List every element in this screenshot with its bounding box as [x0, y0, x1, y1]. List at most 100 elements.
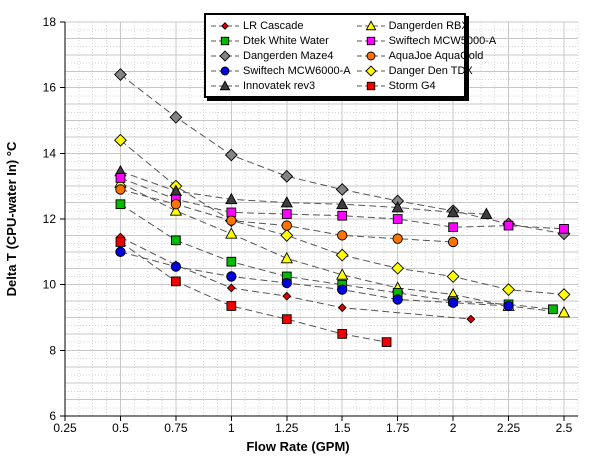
marker-storm-g4 [381, 337, 392, 347]
marker-storm-g4 [337, 329, 348, 339]
marker-storm-g4 [226, 301, 237, 311]
legend-marker-dtek-white-water [220, 36, 230, 45]
legend-item-danger-den-tdx: Danger Den TDX [356, 63, 497, 78]
legend-label: Dangerden RBX [388, 19, 469, 32]
marker-swiftech-mcw6000-a [115, 246, 126, 257]
marker-dangerden-maze4 [169, 110, 183, 124]
marker-swiftech-mcw6000-a [170, 261, 182, 272]
y-tick-label: 12 [43, 212, 57, 226]
legend-marker-danger-den-tdx [365, 64, 377, 77]
legend-item-innovatek-rev3: Innovatek rev3 [211, 78, 351, 93]
series-plot [114, 68, 571, 347]
marker-danger-den-tdx [446, 270, 460, 283]
marker-swiftech-mcw6000-a [337, 284, 348, 295]
legend-item-dtek-white-water: Dtek White Water [211, 33, 351, 48]
marker-innovatek-rev3 [480, 207, 493, 219]
legend-item-storm-g4: Storm G4 [356, 78, 497, 93]
series-line-lr-cascade [120, 236, 471, 320]
x-axis-title: Flow Rate (GPM) [246, 439, 349, 454]
legend-marker-swiftech-mcw5000-a [366, 36, 375, 45]
legend-label: AquaJoe AquaGold [388, 49, 484, 62]
x-tick-label: 2.25 [497, 421, 521, 435]
marker-aquajoe-aquagold [447, 236, 459, 248]
marker-dangerden-maze4 [335, 183, 349, 196]
x-tick-label: 1 [228, 421, 235, 435]
legend-item-dangerden-maze4: Dangerden Maze4 [211, 48, 351, 63]
legend-label: Innovatek rev3 [243, 79, 316, 92]
marker-swiftech-mcw6000-a [503, 300, 514, 312]
marker-swiftech-mcw5000-a [392, 214, 403, 224]
series-aquajoe-aquagold [115, 184, 459, 248]
legend-label: Swiftech MCW5000-A [388, 34, 497, 47]
marker-lr-cascade [226, 283, 236, 293]
marker-dangerden-rbx [557, 306, 571, 318]
marker-dangerden-rbx [336, 268, 349, 280]
marker-swiftech-mcw5000-a [448, 222, 458, 233]
y-tick-label: 8 [49, 343, 56, 357]
marker-aquajoe-aquagold [281, 220, 292, 231]
marker-swiftech-mcw5000-a [115, 173, 126, 183]
swiftech-mcw5000-a-marker-icon [356, 36, 385, 45]
legend-label: LR Cascade [243, 19, 304, 32]
series-line-dangerden-rbx [120, 182, 565, 314]
legend-label: Swiftech MCW6000-A [243, 64, 351, 77]
legend-marker-dangerden-maze4 [219, 49, 231, 62]
y-tick-label: 6 [49, 409, 56, 423]
marker-swiftech-mcw6000-a [447, 297, 459, 308]
legend-item-dangerden-rbx: Dangerden RBX [356, 18, 497, 33]
series-line-swiftech-mcw5000-a [120, 177, 565, 230]
marker-innovatek-rev3 [225, 192, 238, 205]
dangerden-rbx-marker-icon [356, 19, 385, 30]
marker-aquajoe-aquagold [392, 233, 403, 244]
innovatek-rev3-marker-icon [211, 79, 239, 90]
legend-item-lr-cascade: LR Cascade [211, 18, 351, 33]
marker-storm-g4 [115, 237, 126, 247]
y-tick-label: 10 [43, 278, 57, 292]
marker-lr-cascade [466, 314, 476, 324]
marker-aquajoe-aquagold [170, 199, 182, 210]
marker-swiftech-mcw5000-a [559, 224, 569, 234]
series-storm-g4 [115, 237, 392, 347]
marker-dtek-white-water [171, 235, 181, 246]
legend-item-swiftech-mcw5000-a: Swiftech MCW5000-A [356, 33, 497, 48]
marker-swiftech-mcw5000-a [503, 220, 514, 231]
axes [60, 21, 578, 421]
series-danger-den-tdx [114, 133, 571, 301]
legend-label: Danger Den TDX [388, 64, 473, 77]
marker-dangerden-maze4 [224, 148, 238, 162]
x-tick-label: 0.75 [164, 421, 188, 435]
series-swiftech-mcw6000-a [115, 246, 514, 312]
dtek-white-water-marker-icon [211, 36, 239, 45]
lr-cascade-marker-icon [211, 21, 239, 30]
x-tick-label: 0.25 [53, 421, 77, 435]
marker-aquajoe-aquagold [226, 215, 237, 226]
legend-item-swiftech-mcw6000-a: Swiftech MCW6000-A [211, 63, 351, 78]
series-line-innovatek-rev3 [120, 170, 487, 215]
legend-label: Dangerden Maze4 [243, 49, 334, 62]
y-tick-label: 18 [43, 15, 57, 29]
legend-item-aquajoe-aquagold: AquaJoe AquaGold [356, 48, 497, 63]
marker-swiftech-mcw6000-a [392, 294, 403, 305]
marker-aquajoe-aquagold [337, 230, 348, 241]
marker-dtek-white-water [115, 199, 126, 210]
legend-marker-aquajoe-aquagold [366, 51, 376, 60]
marker-lr-cascade [282, 291, 292, 301]
series-line-storm-g4 [120, 241, 387, 343]
marker-swiftech-mcw5000-a [281, 209, 292, 219]
x-tick-label: 2.5 [556, 421, 573, 435]
marker-innovatek-rev3 [446, 205, 460, 218]
marker-dangerden-rbx [280, 251, 293, 264]
marker-danger-den-tdx [335, 248, 349, 262]
series-innovatek-rev3 [114, 164, 493, 219]
legend-marker-lr-cascade [221, 21, 229, 30]
x-tick-label: 2 [450, 421, 457, 435]
legend-marker-innovatek-rev3 [219, 79, 231, 90]
series-line-swiftech-mcw6000-a [120, 251, 509, 307]
x-tick-label: 0.5 [112, 421, 129, 435]
legend-label: Dtek White Water [243, 34, 329, 47]
storm-g4-marker-icon [356, 81, 385, 90]
y-axis-title: Delta T (CPU-water In) °C [4, 141, 19, 296]
marker-innovatek-rev3 [336, 197, 349, 210]
y-tick-label: 14 [43, 146, 57, 160]
legend-marker-storm-g4 [366, 81, 375, 90]
